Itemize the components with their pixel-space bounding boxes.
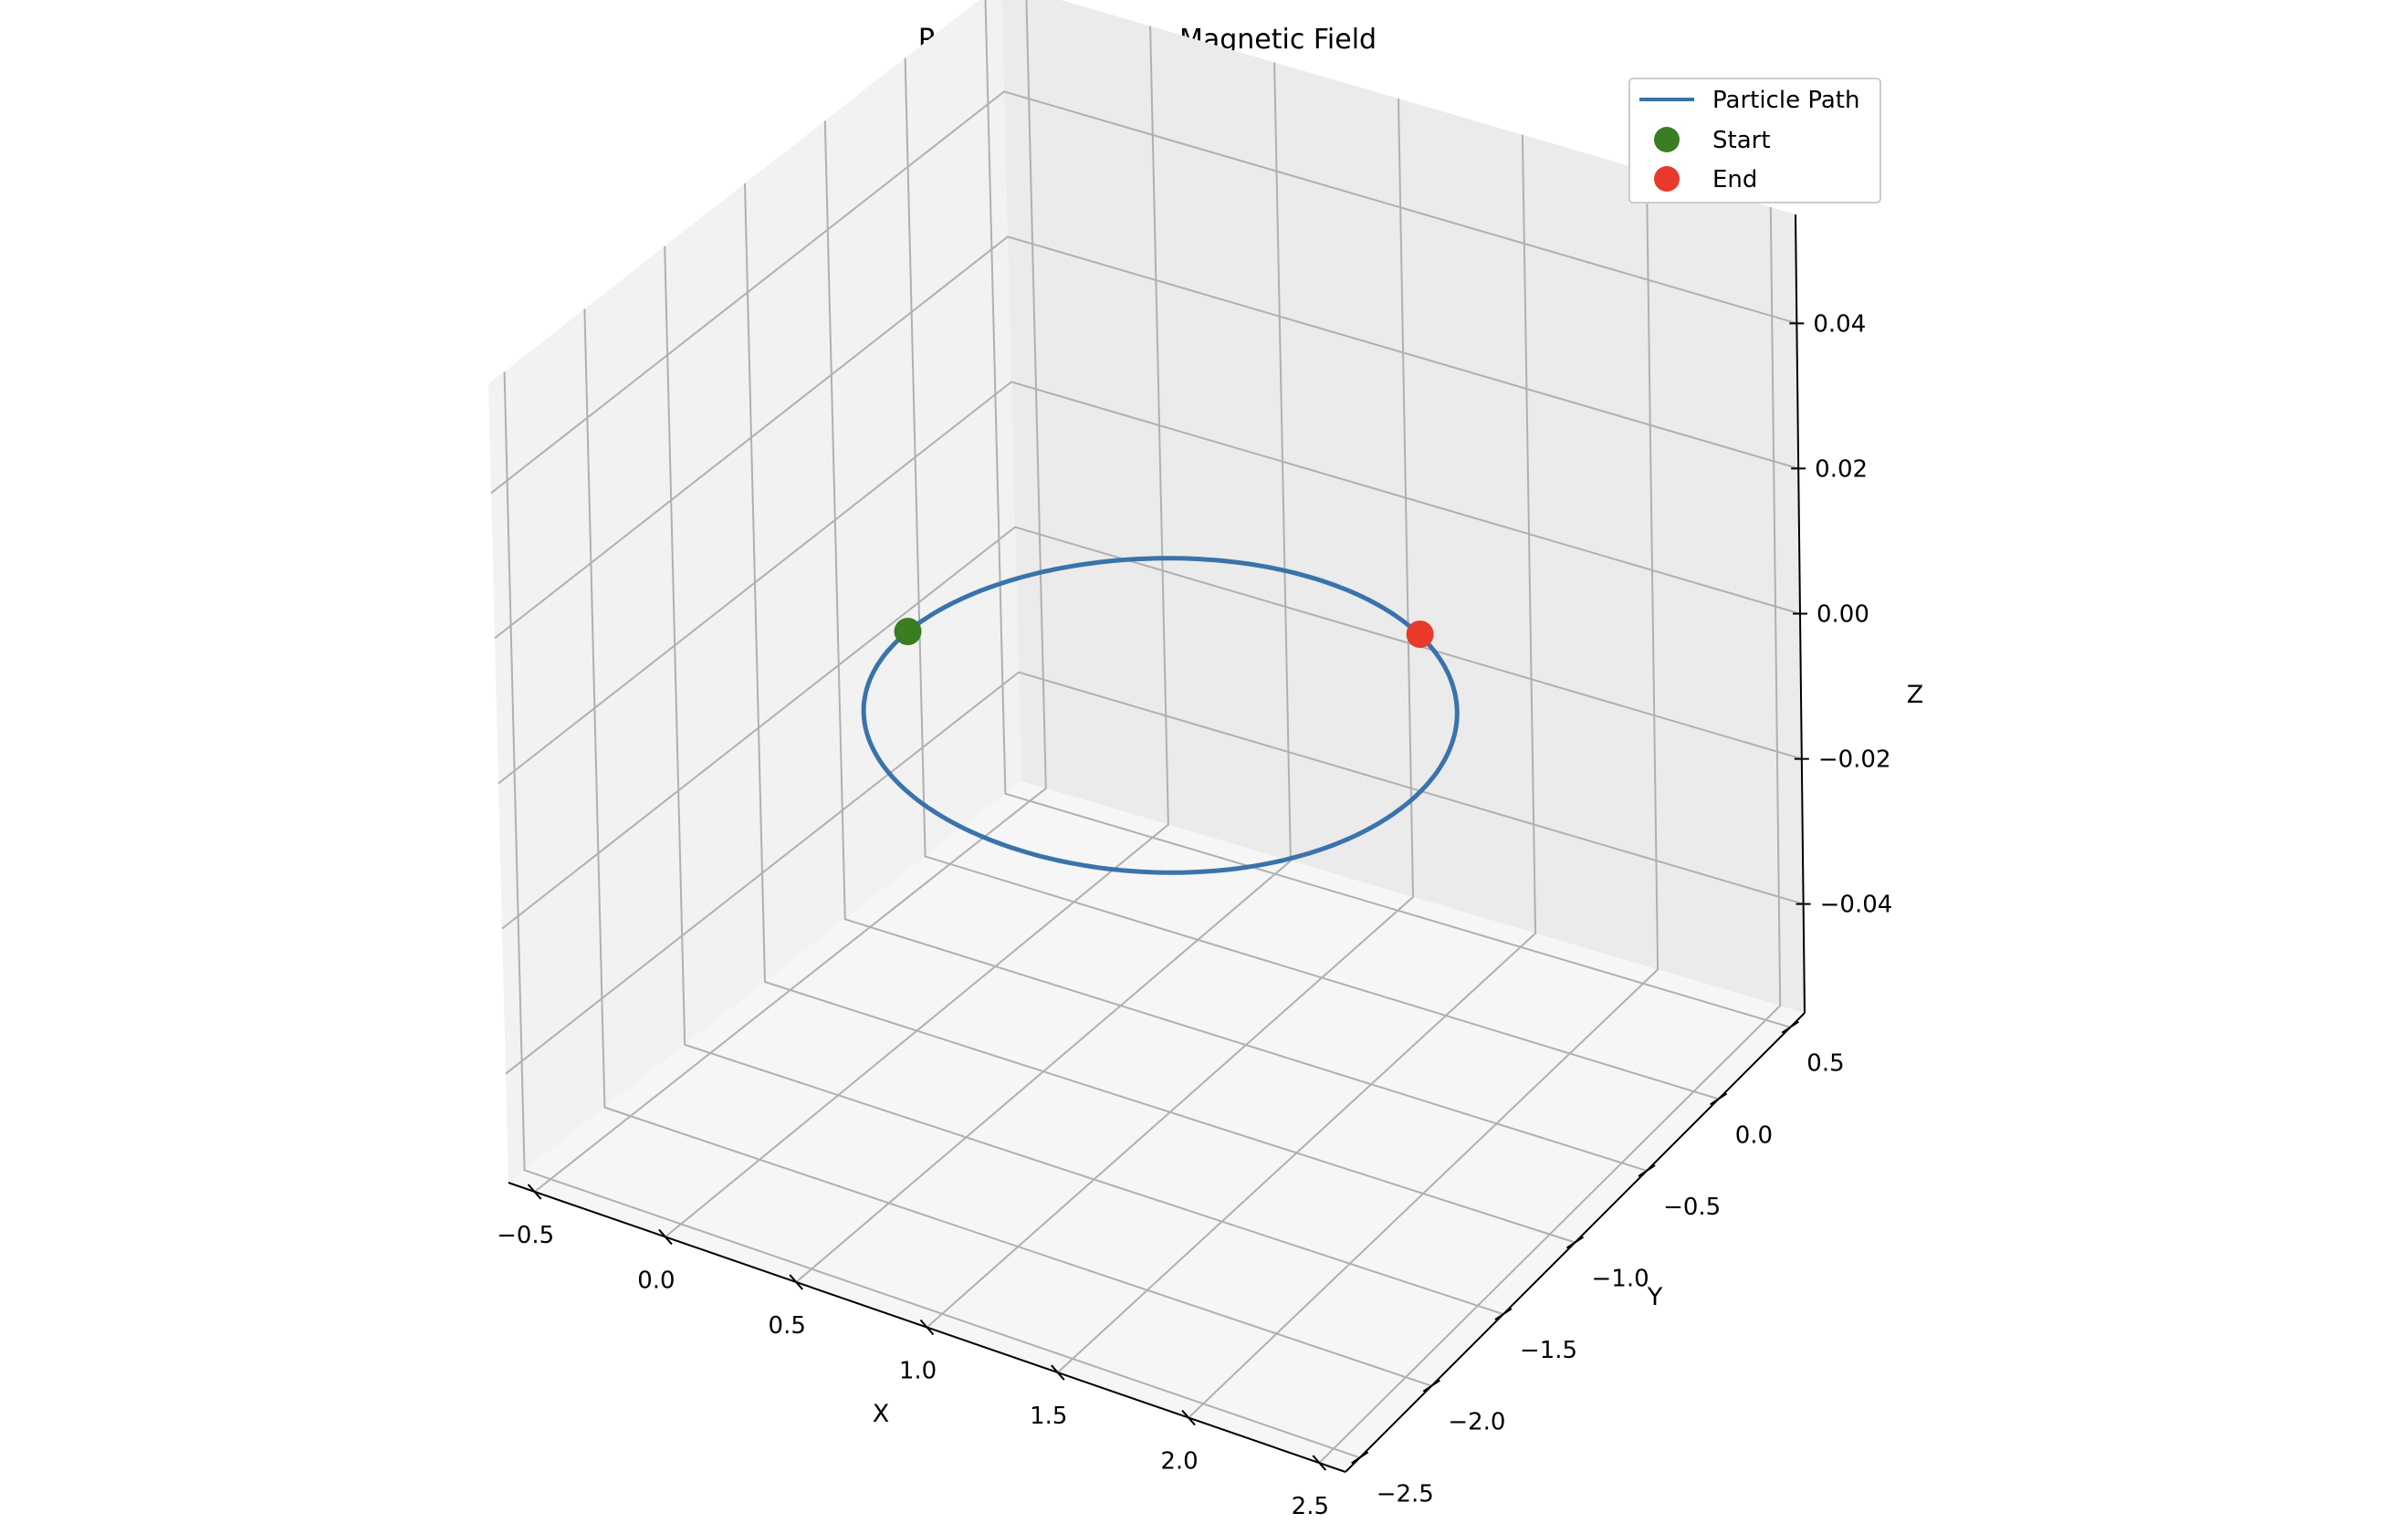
z-tick-label: −0.04: [1820, 892, 1893, 919]
y-tick-mark: [1422, 1379, 1440, 1393]
grid-line-z: [497, 381, 1801, 785]
x-tick-label: 1.0: [899, 1358, 937, 1385]
grid-line-x: [1057, 134, 1537, 1373]
z-tick-label: −0.02: [1818, 746, 1891, 774]
grid-line-z: [494, 235, 1799, 640]
grid-line-y: [583, 308, 1432, 1387]
grid-line-x: [534, 0, 1047, 1193]
y-tick-mark: [1638, 1164, 1656, 1177]
grid-lines: [490, 0, 1804, 1464]
grid-line-x: [795, 62, 1292, 1283]
x-tick-label: 0.0: [637, 1267, 675, 1294]
y-tick-label: −0.5: [1663, 1194, 1721, 1221]
y-tick-label: −1.5: [1520, 1337, 1577, 1364]
x-tick-label: 0.5: [769, 1312, 806, 1340]
y-tick-mark: [1351, 1451, 1369, 1465]
z-tick-label: 0.00: [1816, 601, 1869, 629]
x-axis-label: X: [873, 1400, 890, 1428]
x-tick-mark: [1051, 1364, 1065, 1381]
y-tick-mark: [1781, 1020, 1799, 1034]
legend: Particle Path Start End: [1628, 78, 1881, 203]
start-marker: [894, 618, 922, 646]
y-tick-label: 0.0: [1735, 1122, 1773, 1149]
legend-label-start: Start: [1712, 127, 1771, 154]
grid-line-z: [505, 671, 1804, 1075]
y-tick-mark: [1710, 1092, 1728, 1106]
y-tick-label: 0.5: [1806, 1050, 1844, 1078]
y-tick-mark: [1565, 1236, 1585, 1249]
axis-panes: [488, 0, 1805, 1472]
x-tick-mark: [1312, 1455, 1327, 1471]
grid-line-x: [665, 26, 1169, 1238]
legend-box: [1628, 78, 1881, 203]
x-tick-mark: [789, 1274, 803, 1290]
grid-line-z: [490, 90, 1797, 495]
y-tick-label: −1.0: [1592, 1266, 1649, 1293]
x-tick-label: 2.5: [1292, 1493, 1329, 1520]
grid-line-z: [501, 526, 1803, 930]
legend-start-marker: [1654, 127, 1680, 152]
grid-line-y: [823, 120, 1648, 1172]
grid-line-y: [984, 0, 1791, 1028]
x-tick-label: 2.0: [1160, 1448, 1198, 1476]
legend-label-path: Particle Path: [1712, 87, 1859, 114]
x-tick-mark: [919, 1319, 935, 1336]
x-tick-label: −0.5: [497, 1222, 554, 1249]
z-tick-label: 0.04: [1813, 310, 1866, 338]
z-axis-label: Z: [1907, 681, 1924, 709]
grid-line-x: [1318, 207, 1782, 1464]
grid-line-y: [664, 245, 1504, 1316]
end-marker: [1406, 620, 1434, 648]
x-tick-label: 1.5: [1030, 1403, 1067, 1430]
y-tick-label: −2.5: [1377, 1480, 1434, 1508]
tick-labels: −0.5 0.0 0.5 1.0 1.5 2.0 2.5 −2.5 −2.0 −1.5 −1.0 −0…: [497, 310, 1892, 1520]
grid-line-y: [503, 371, 1361, 1459]
pane-back-wall: [1001, 0, 1805, 1013]
legend-end-marker: [1654, 166, 1680, 192]
pane-floor: [508, 781, 1805, 1472]
grid-line-y: [904, 57, 1719, 1101]
z-tick-label: 0.02: [1815, 455, 1868, 483]
data-series: [861, 556, 1460, 875]
x-tick-mark: [527, 1184, 542, 1200]
grid-line-x: [1188, 171, 1659, 1419]
y-axis-label: Y: [1647, 1283, 1663, 1311]
y-tick-mark: [1494, 1308, 1513, 1320]
x-tick-mark: [1181, 1409, 1196, 1426]
grid-line-x: [926, 98, 1415, 1329]
y-tick-label: −2.0: [1448, 1409, 1505, 1436]
x-tick-mark: [658, 1228, 673, 1246]
legend-label-end: End: [1712, 166, 1757, 193]
grid-line-y: [744, 183, 1576, 1244]
